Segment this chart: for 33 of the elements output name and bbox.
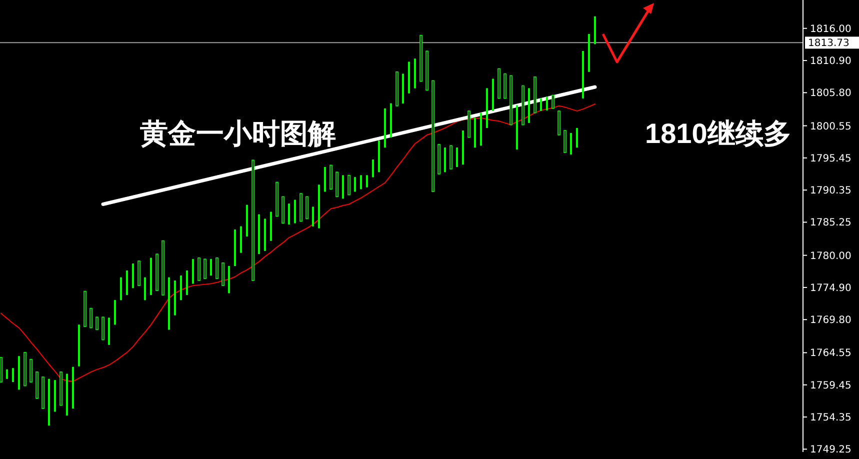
candlestick <box>198 257 200 281</box>
candlestick <box>90 308 92 328</box>
candlestick <box>102 316 104 340</box>
y-tick-label: 1769.80 <box>810 315 852 326</box>
y-tick-label: 1785.25 <box>810 218 852 229</box>
y-tick-label: 1805.80 <box>810 88 852 100</box>
annotation: 黄金一小时图解 <box>139 119 336 150</box>
candlestick <box>564 130 566 153</box>
candlestick <box>552 94 554 109</box>
candlestick <box>222 262 224 286</box>
candlestick <box>330 164 332 190</box>
candlestick <box>450 145 452 170</box>
candlestick <box>30 358 32 382</box>
candlestick <box>216 257 218 280</box>
candlestick <box>96 316 98 330</box>
y-tick-label: 1800.55 <box>810 121 852 132</box>
candlestick <box>558 110 560 136</box>
y-tick-label: 1790.35 <box>810 186 852 197</box>
y-tick-label: 1749.25 <box>810 444 852 456</box>
candlestick <box>306 196 308 220</box>
candlestick <box>348 174 350 196</box>
y-tick-label: 1774.90 <box>810 282 852 294</box>
y-tick-label: 1759.45 <box>810 380 852 392</box>
ref-line-label: 1813.73 <box>808 38 850 50</box>
y-tick-label: 1810.90 <box>810 56 852 68</box>
y-tick-label: 1754.35 <box>810 412 852 424</box>
y-tick-label: 1795.45 <box>810 153 852 164</box>
candlestick <box>204 258 206 280</box>
text: 1810继续多 <box>645 118 792 149</box>
y-tick-label: 1816.00 <box>810 24 852 35</box>
y-tick-label: 1764.55 <box>810 348 852 360</box>
y-tick-label: 1780.00 <box>810 250 852 262</box>
line-series <box>0 104 596 382</box>
